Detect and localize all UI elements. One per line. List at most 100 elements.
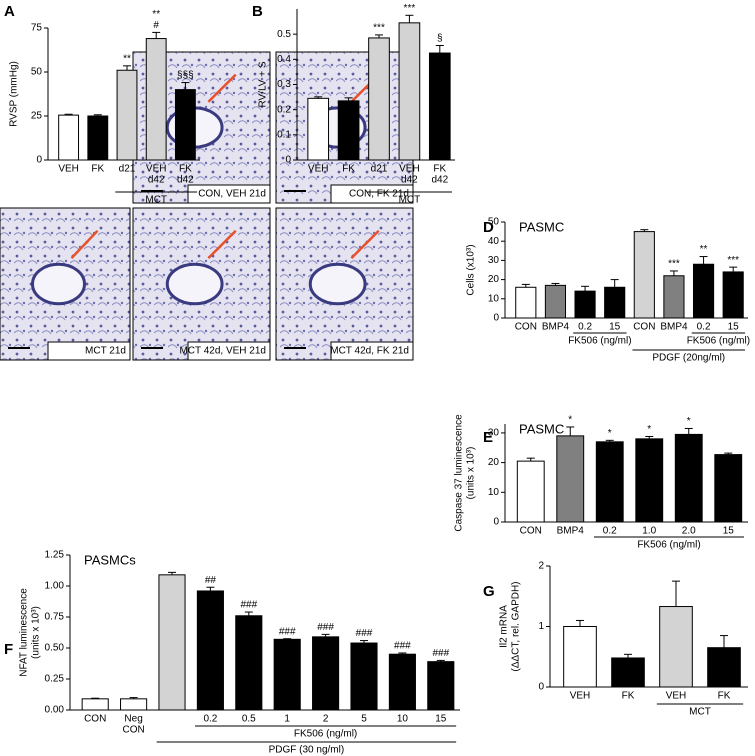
bar (633, 231, 655, 319)
x-tick-label: 1.0 (642, 526, 656, 537)
y-axis-label: (ΔΔCT, rel. GAPDH) (511, 581, 522, 671)
bar (307, 97, 330, 161)
x-tick-label: 2 (323, 714, 329, 725)
bar (544, 284, 567, 319)
group-label: FK506 (ng/ml) (637, 540, 700, 551)
x-tick-label: FK (622, 691, 635, 702)
label-box (47, 341, 131, 361)
y-tick-label: 10 (488, 293, 500, 304)
y-tick-label: 0 (493, 517, 499, 528)
y-tick-label: 40 (488, 236, 500, 247)
y-axis-label: Il2 mRNA (499, 605, 510, 648)
significance: *** (404, 3, 416, 14)
y-tick-label: 0.4 (277, 54, 291, 65)
panel-letter: E (483, 429, 493, 446)
y-tick-label: 10 (488, 487, 500, 498)
y-tick-label: 0 (493, 313, 499, 324)
y-tick-label: 0.00 (45, 705, 65, 716)
bar (196, 590, 224, 711)
x-tick-label: d42 (431, 175, 448, 186)
chart-title: PASMCs (84, 552, 136, 567)
y-tick-label: 0 (36, 155, 42, 166)
significance: ### (394, 641, 411, 652)
bar (556, 435, 585, 523)
significance: ### (240, 600, 257, 611)
vessel (31, 262, 86, 306)
x-tick-label: 15 (723, 526, 735, 537)
significance: ** (123, 53, 131, 64)
y-tick-label: 1.25 (45, 550, 65, 561)
significance: * (568, 415, 572, 426)
y-tick-label: 25 (31, 111, 43, 122)
chart-title: PASMC (519, 219, 564, 234)
x-tick-label: VEH (146, 164, 167, 175)
significance: # (153, 20, 159, 31)
x-tick-label: VEH (666, 691, 687, 702)
bar (707, 647, 741, 688)
x-tick-label: 10 (397, 714, 409, 725)
x-tick-label: d42 (401, 175, 418, 186)
y-axis-label: Cells (x10³) (466, 244, 477, 295)
x-tick-label: BMP4 (660, 322, 688, 333)
y-axis-label: NFAT luminescence (19, 588, 30, 677)
bar (722, 271, 744, 319)
bar (611, 657, 645, 688)
x-tick-label: Neg (124, 714, 142, 725)
x-tick-label: CON (520, 526, 542, 537)
y-axis-label: RVSP (mmHg) (9, 61, 20, 127)
x-tick-label: 5 (361, 714, 367, 725)
y-tick-label: 0.25 (45, 674, 65, 685)
significance: * (687, 416, 691, 427)
y-tick-label: 1 (538, 621, 544, 632)
x-tick-label: FK (718, 691, 731, 702)
x-tick-label: 15 (728, 322, 740, 333)
x-tick-label: 1 (284, 714, 290, 725)
significance: ### (432, 648, 449, 659)
x-tick-label: FK (433, 164, 446, 175)
micrograph-label: CON, VEH 21d (198, 189, 266, 200)
bar (312, 636, 340, 711)
y-axis-label: (units x 10³) (466, 447, 477, 500)
panel-letter: B (252, 3, 263, 20)
micrograph-label: CON, FK 21d (349, 189, 409, 200)
bar (714, 454, 743, 523)
micrograph-label: MCT 42d, VEH 21d (179, 346, 266, 357)
bar (428, 52, 451, 161)
x-tick-label: BMP4 (557, 526, 585, 537)
y-tick-label: 0.3 (277, 79, 291, 90)
bar (692, 263, 715, 319)
significance: *** (373, 23, 385, 34)
bar (663, 275, 685, 319)
y-tick-label: 30 (488, 428, 500, 439)
x-tick-label: VEH (58, 164, 79, 175)
bar (350, 642, 378, 711)
group-label: MCT (145, 195, 167, 206)
x-tick-label: FK (179, 164, 192, 175)
significance: ### (317, 622, 334, 633)
bar (273, 638, 301, 711)
x-tick-label: 15 (609, 322, 621, 333)
vessel (308, 262, 367, 306)
bar (574, 290, 596, 319)
x-tick-label: CON (633, 322, 655, 333)
significance: §§§ (177, 70, 194, 81)
x-tick-label: FK (91, 164, 104, 175)
label-box (187, 341, 271, 361)
bar (87, 115, 109, 161)
y-tick-label: 0.1 (277, 129, 291, 140)
panel-letter: D (483, 219, 494, 236)
significance: *** (668, 259, 680, 270)
chart-title: PASMC (519, 421, 564, 436)
arrow (207, 73, 237, 103)
significance: ** (152, 9, 160, 20)
bar (604, 286, 626, 319)
significance: * (647, 424, 651, 435)
x-tick-label: d21 (119, 164, 136, 175)
bar (120, 698, 148, 711)
y-tick-label: 20 (488, 457, 500, 468)
y-tick-label: 30 (488, 255, 500, 266)
arrow (350, 229, 380, 260)
label-box (187, 184, 271, 204)
bar (158, 574, 186, 711)
